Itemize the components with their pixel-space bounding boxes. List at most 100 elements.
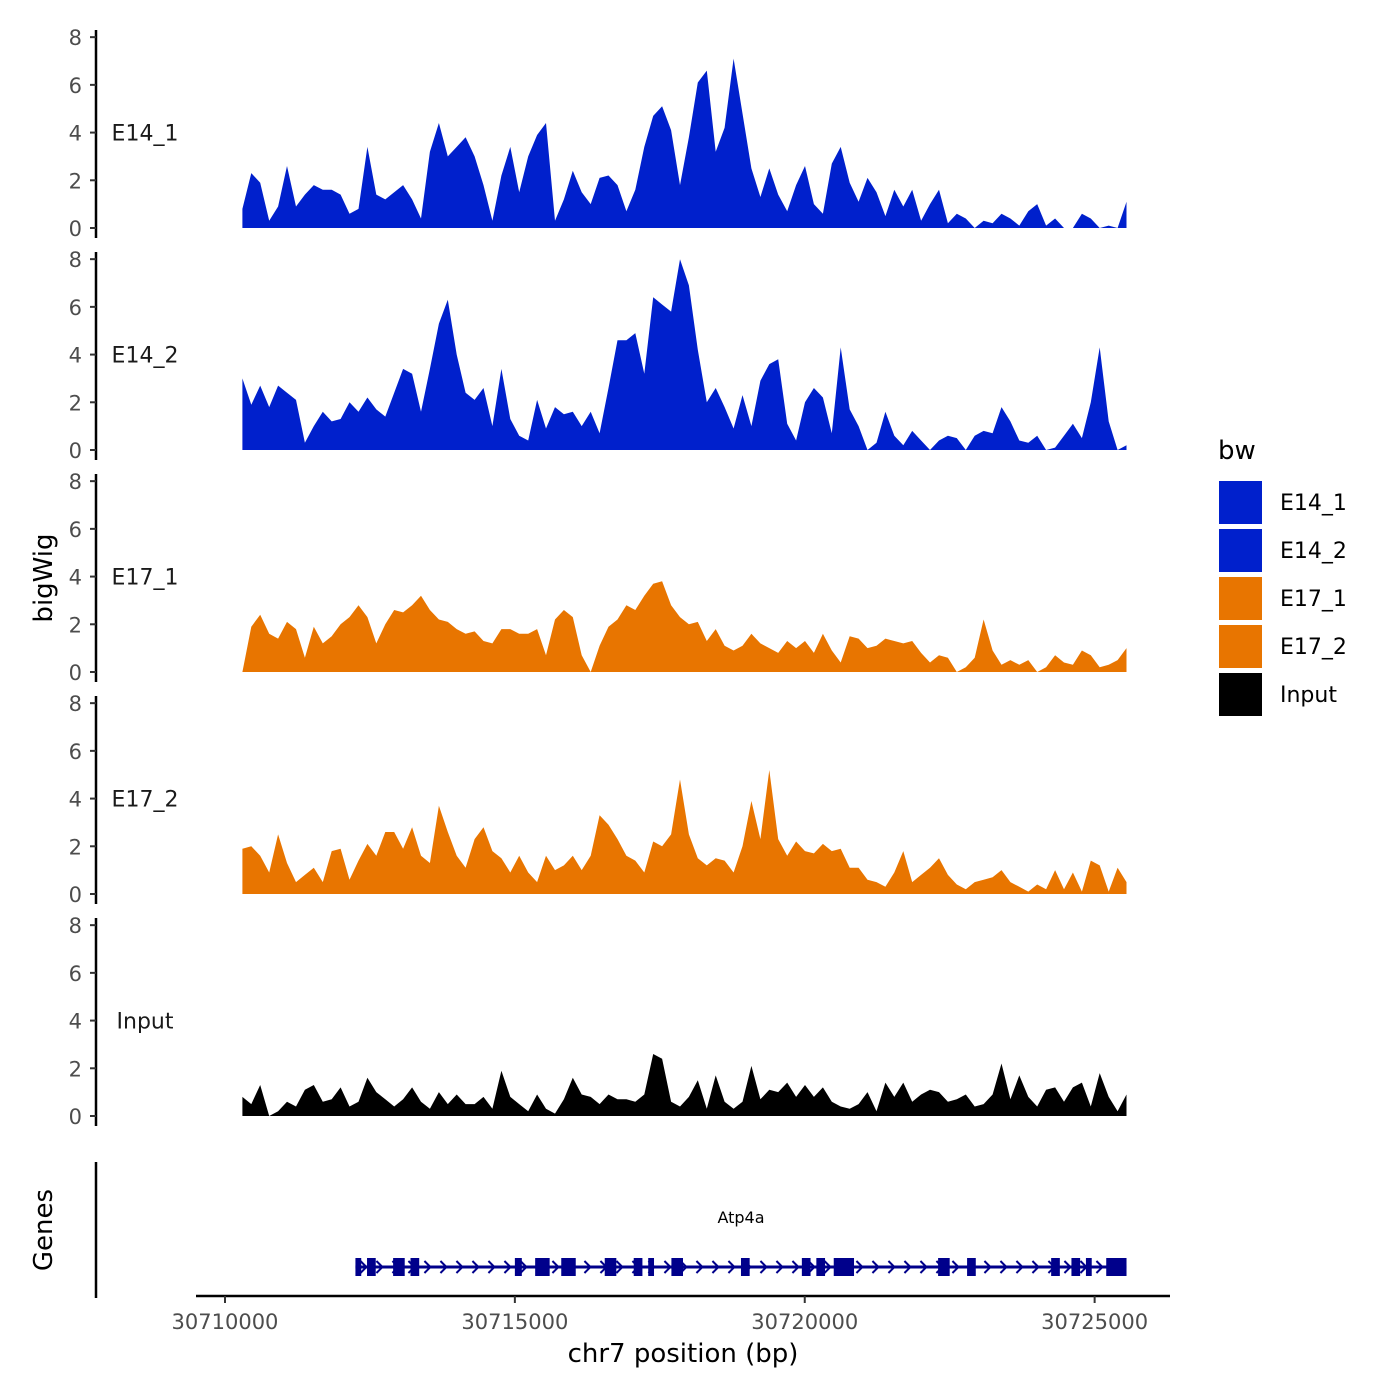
- gene-exon: [648, 1258, 655, 1276]
- track-panel-e14_2: 0 2 4 6 8 E14_2: [69, 248, 1127, 463]
- gene-exon: [393, 1258, 405, 1276]
- strand-arrow: [1031, 1260, 1040, 1274]
- legend-label-e14_1: E14_1: [1280, 491, 1347, 516]
- strand-arrow: [871, 1260, 880, 1274]
- y-tick-label: 2: [69, 1057, 82, 1081]
- strand-arrow: [487, 1260, 496, 1274]
- y-tick-label: 6: [69, 296, 82, 320]
- y-tick-label: 6: [69, 962, 82, 986]
- y-tick-label: 4: [69, 344, 82, 368]
- track-label-e14_1: E14_1: [112, 122, 179, 147]
- y-tick-label: 0: [69, 217, 82, 241]
- y-tick-label: 4: [69, 1010, 82, 1034]
- y-tick-label: 0: [69, 661, 82, 685]
- gene-exon: [604, 1258, 617, 1276]
- y-tick-label: 6: [69, 740, 82, 764]
- y-tick-label: 8: [69, 248, 82, 272]
- track-panel-input: 0 2 4 6 8 Input: [69, 914, 1127, 1129]
- strand-arrow: [887, 1260, 896, 1274]
- track-label-e17_1: E17_1: [112, 566, 179, 591]
- legend-label-e17_1: E17_1: [1280, 587, 1347, 612]
- legend-label-input: Input: [1280, 683, 1337, 708]
- strand-arrow: [663, 1260, 672, 1274]
- signal-area-e17_1: [242, 581, 1127, 672]
- y-tick-label: 8: [69, 470, 82, 494]
- gene-exon: [833, 1258, 855, 1276]
- strand-arrow: [727, 1260, 736, 1274]
- legend-key-e17_2: [1217, 623, 1264, 670]
- track-panel-e14_1: 0 2 4 6 8 E14_1: [69, 26, 1127, 241]
- y-tick-label: 6: [69, 74, 82, 98]
- gene-label-atp4a: Atp4a: [717, 1208, 764, 1227]
- legend-key-input: [1217, 671, 1264, 718]
- gene-exon: [740, 1258, 750, 1276]
- signal-area-e17_2: [242, 770, 1127, 894]
- gene-exon: [671, 1258, 683, 1276]
- tracks-layer: 0 2 4 6 8 E14_1 0 2 4 6 8 E14_2 0 2 4 6 8 E17_1 0 2 4 6 8 E17_2…: [69, 26, 1127, 1129]
- strand-arrow: [519, 1260, 528, 1274]
- gene-exon: [633, 1258, 643, 1276]
- strand-arrow: [1063, 1260, 1072, 1274]
- gene-exon: [1106, 1258, 1127, 1276]
- strand-arrow: [919, 1260, 928, 1274]
- y-tick-label: 8: [69, 692, 82, 716]
- genes-panel: Genes Atp4a: [29, 1162, 1127, 1298]
- strand-arrow: [375, 1260, 384, 1274]
- strand-arrow: [423, 1260, 432, 1274]
- gene-exon: [561, 1258, 576, 1276]
- track-panel-e17_1: 0 2 4 6 8 E17_1: [69, 470, 1127, 685]
- y-tick-label: 4: [69, 566, 82, 590]
- y-tick-label: 2: [69, 391, 82, 415]
- strand-arrow: [503, 1260, 512, 1274]
- legend-label-e14_2: E14_2: [1280, 539, 1347, 564]
- y-tick-label: 2: [69, 169, 82, 193]
- track-label-e14_2: E14_2: [112, 344, 179, 369]
- legend-title: bw: [1218, 436, 1256, 466]
- y-tick-label: 8: [69, 26, 82, 50]
- y-tick-label: 4: [69, 788, 82, 812]
- legend-key-e14_1: [1217, 479, 1264, 526]
- gene-exon: [816, 1258, 826, 1276]
- y-tick-label: 0: [69, 883, 82, 907]
- gene-exon: [535, 1258, 550, 1276]
- y-tick-label: 2: [69, 613, 82, 637]
- strand-arrow: [695, 1260, 704, 1274]
- legend-label-e17_2: E17_2: [1280, 635, 1347, 660]
- strand-arrow: [1095, 1260, 1104, 1274]
- gene-exon: [1071, 1258, 1081, 1276]
- track-label-input: Input: [117, 1010, 174, 1035]
- x-tick-label: 30715000: [461, 1310, 568, 1334]
- strand-arrow: [711, 1260, 720, 1274]
- y-tick-label: 0: [69, 1105, 82, 1129]
- gene-exon: [355, 1258, 362, 1276]
- strand-arrow: [791, 1260, 800, 1274]
- strand-arrow: [999, 1260, 1008, 1274]
- x-tick-label: 30710000: [172, 1310, 279, 1334]
- strand-arrow: [951, 1260, 960, 1274]
- genes-axis-title: Genes: [29, 1189, 59, 1271]
- strand-arrow: [615, 1260, 624, 1274]
- gene-exon: [801, 1258, 811, 1276]
- x-tick-label: 30725000: [1041, 1310, 1148, 1334]
- y-tick-label: 6: [69, 518, 82, 542]
- track-panel-e17_2: 0 2 4 6 8 E17_2: [69, 692, 1127, 907]
- x-axis-title: chr7 position (bp): [568, 1339, 799, 1369]
- signal-area-e14_1: [242, 58, 1127, 228]
- gene-exon: [1085, 1258, 1092, 1276]
- signal-area-e14_2: [242, 259, 1127, 450]
- gene-exon: [514, 1258, 522, 1276]
- y-tick-label: 0: [69, 439, 82, 463]
- strand-arrow: [759, 1260, 768, 1274]
- strand-arrow: [551, 1260, 560, 1274]
- signal-area-input: [242, 1054, 1127, 1116]
- x-axis: chr7 position (bp) 30710000 30715000 30720…: [172, 1294, 1170, 1369]
- gene-exon: [938, 1258, 950, 1276]
- strand-arrow: [823, 1260, 832, 1274]
- strand-arrow: [775, 1260, 784, 1274]
- strand-arrow: [583, 1260, 592, 1274]
- legend: bw E14_1 E14_2 E17_1 E17_2 Input: [1217, 436, 1347, 718]
- strand-arrow: [1015, 1260, 1024, 1274]
- legend-key-e14_2: [1217, 527, 1264, 574]
